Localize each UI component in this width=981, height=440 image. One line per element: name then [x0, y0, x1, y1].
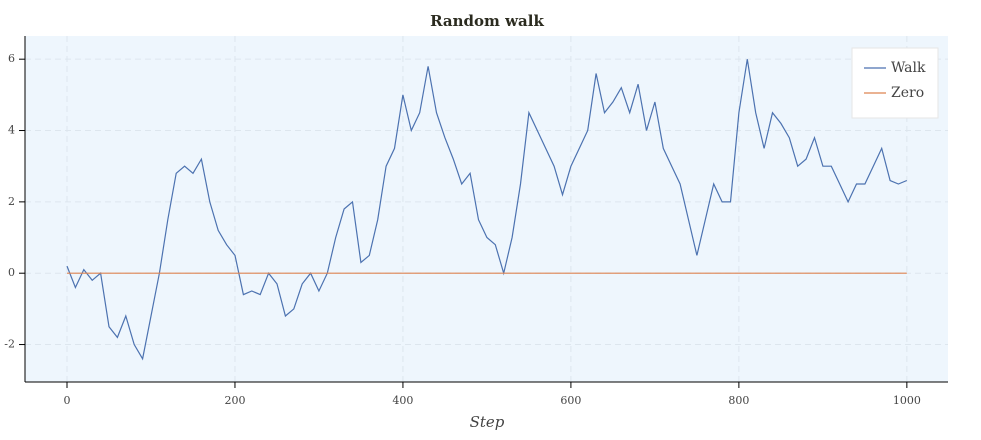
chart-title: Random walk [430, 12, 544, 30]
x-axis-label: Step [470, 413, 505, 431]
x-tick-label: 0 [63, 394, 70, 407]
x-tick-label: 200 [224, 394, 245, 407]
legend-label: Zero [891, 85, 924, 101]
legend: Walk Zero [851, 47, 939, 119]
y-tick-label: 6 [8, 52, 15, 65]
legend-label: Walk [891, 60, 926, 76]
x-tick-label: 400 [392, 394, 413, 407]
x-tick-label: 600 [560, 394, 581, 407]
y-tick-label: 2 [8, 195, 15, 208]
lines [66, 59, 908, 361]
y-tick-label: 0 [8, 266, 15, 279]
y-tick-label: 4 [8, 124, 15, 137]
plot-area [25, 36, 948, 382]
y-tick-label: -2 [4, 338, 15, 351]
x-tick-label: 800 [728, 394, 749, 407]
legend-box [851, 47, 939, 119]
x-tick-label: 1000 [893, 394, 921, 407]
line-series [66, 59, 908, 361]
